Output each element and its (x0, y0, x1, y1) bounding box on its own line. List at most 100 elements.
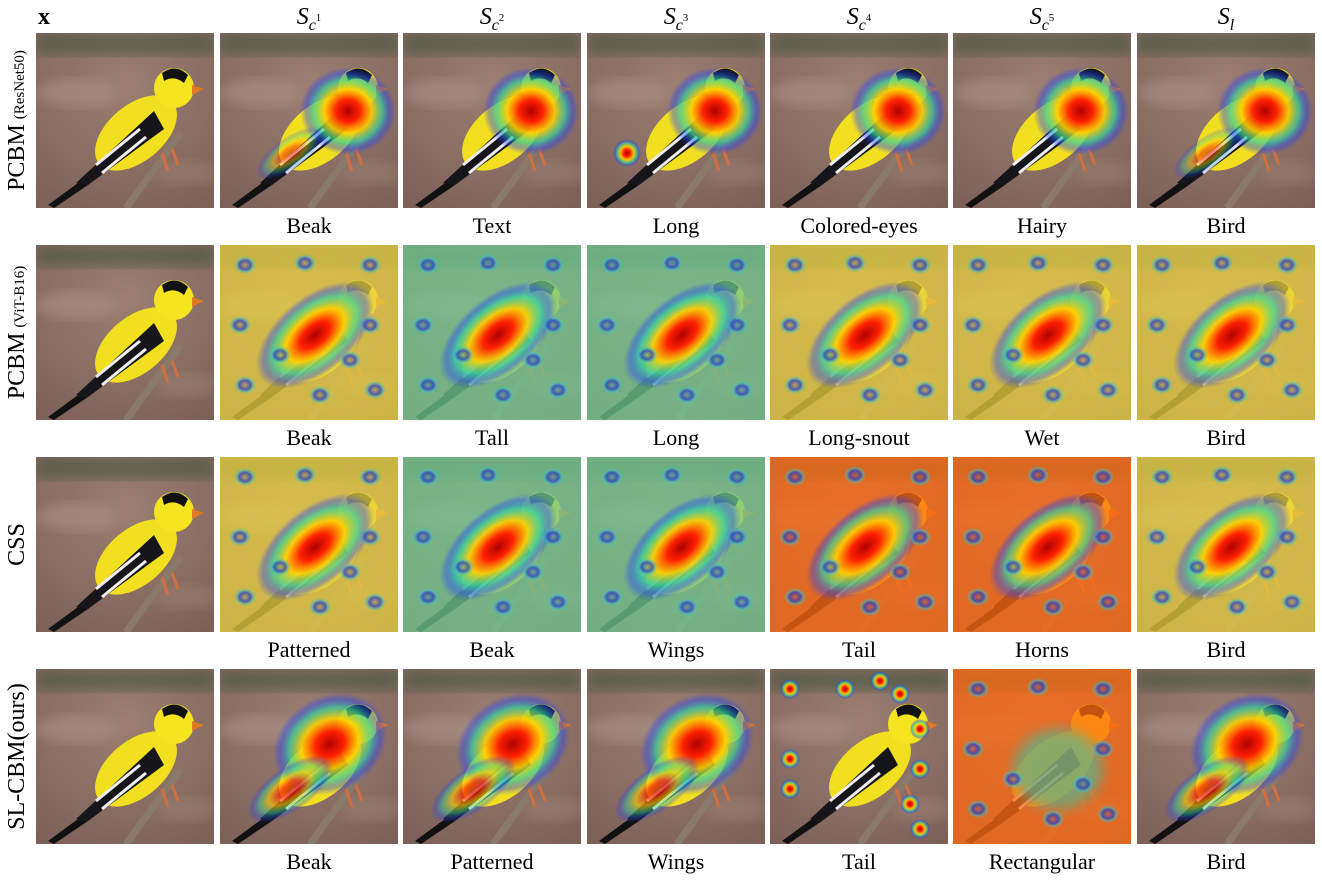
heat-dot (417, 588, 439, 606)
heat-dot (731, 381, 753, 399)
header-sub: c (309, 17, 316, 34)
heat-dot (492, 386, 514, 404)
heat-dot (661, 466, 683, 484)
heat-dot (636, 346, 658, 364)
saliency-map (587, 245, 765, 420)
saliency-map (220, 245, 398, 420)
heat-dot (1281, 381, 1303, 399)
heat-dot (910, 719, 930, 739)
row-label-main: PCBM (4, 333, 30, 400)
heat-dot (1151, 468, 1173, 486)
heat-dot (889, 351, 911, 369)
saliency-map (220, 457, 398, 632)
heat-dot (452, 558, 474, 576)
heat-blob (1164, 755, 1250, 823)
heat-dot (547, 381, 569, 399)
heat-dot (359, 468, 381, 486)
heat-dot (1027, 254, 1049, 272)
heat-dot (1276, 528, 1298, 546)
concept-caption: Wings (648, 849, 705, 874)
concept-caption: Long (653, 213, 699, 238)
heat-dot (819, 558, 841, 576)
header-sup: 3 (683, 12, 689, 24)
saliency-map (770, 245, 948, 420)
heat-dot (1092, 256, 1114, 274)
column-header: Sl (1218, 4, 1235, 34)
heat-dot (1151, 376, 1173, 394)
heat-dot (269, 558, 291, 576)
heat-dot (339, 351, 361, 369)
heat-dot (309, 386, 331, 404)
concept-caption: Bird (1206, 213, 1245, 238)
heat-dot (909, 528, 931, 546)
heat-dot (706, 563, 728, 581)
heat-blob (850, 67, 946, 155)
input-image (36, 33, 216, 208)
header-symbol: S (480, 4, 492, 30)
concept-caption: Text (473, 213, 512, 238)
heat-dot (542, 468, 564, 486)
bird-image (36, 457, 216, 632)
heat-dot (1276, 468, 1298, 486)
heat-dot (661, 254, 683, 272)
saliency-map (953, 669, 1131, 844)
concept-caption: Hairy (1017, 213, 1067, 238)
row-label: CSS (4, 523, 30, 566)
heat-dot (234, 588, 256, 606)
heat-dot (234, 256, 256, 274)
concept-caption: Bird (1206, 637, 1245, 662)
heat-dot (819, 346, 841, 364)
heat-dot (309, 598, 331, 616)
heat-dot (726, 256, 748, 274)
column-header: Sc4 (847, 4, 872, 34)
saliency-map (403, 457, 581, 632)
header-symbol: S (297, 4, 309, 30)
heat-blob (1013, 729, 1103, 809)
heat-blob (430, 755, 516, 823)
header-symbol: x (38, 4, 50, 30)
heat-dot (364, 593, 386, 611)
bird-image (36, 245, 216, 420)
heat-dot (596, 316, 618, 334)
column-header: Sc1 (297, 4, 322, 34)
concept-caption: Tall (475, 425, 509, 450)
heat-dot (359, 528, 381, 546)
heat-dot (909, 256, 931, 274)
heat-dot (522, 563, 544, 581)
concept-caption: Tail (842, 849, 876, 874)
concept-caption: Wet (1025, 425, 1060, 450)
heat-dot (844, 466, 866, 484)
heat-dot (269, 346, 291, 364)
heat-dot (1186, 558, 1208, 576)
heat-dot (1097, 805, 1119, 823)
heat-dot (636, 558, 658, 576)
heat-dot (780, 749, 800, 769)
row-label-main: CSS (4, 523, 30, 566)
row-label-note: (ViT-B16) (12, 266, 28, 328)
heat-dot (1226, 598, 1248, 616)
heat-dot (412, 528, 434, 546)
heat-dot (1072, 563, 1094, 581)
saliency-map (953, 457, 1131, 632)
heat-dot (234, 376, 256, 394)
heat-dot (1092, 316, 1114, 334)
heat-dot (1151, 256, 1173, 274)
heat-dot (962, 316, 984, 334)
heat-dot (1092, 528, 1114, 546)
heat-dot (726, 316, 748, 334)
heat-dot (780, 779, 800, 799)
concept-caption: Beak (286, 425, 331, 450)
heat-blob (613, 139, 641, 167)
heat-dot (1276, 256, 1298, 274)
heat-dot (676, 386, 698, 404)
row-label: PCBM (ResNet50) (4, 50, 30, 191)
heat-dot (542, 256, 564, 274)
heat-dot (234, 468, 256, 486)
column-header: Sc2 (480, 4, 505, 34)
heat-dot (967, 680, 989, 698)
heat-dot (914, 381, 936, 399)
input-image (36, 457, 216, 632)
row-label-note: (ResNet50) (12, 50, 28, 119)
heat-dot (1042, 598, 1064, 616)
